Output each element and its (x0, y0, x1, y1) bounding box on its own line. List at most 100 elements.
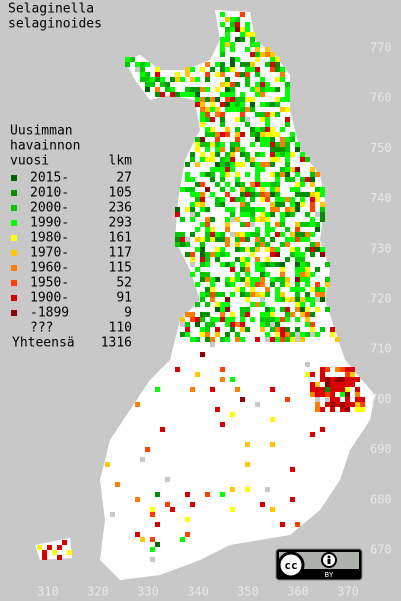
observation-square (145, 62, 150, 67)
observation-square (195, 227, 200, 232)
observation-square (225, 157, 230, 162)
observation-square (300, 237, 305, 242)
observation-square (280, 97, 285, 102)
observation-square (215, 292, 220, 297)
observation-square (200, 312, 205, 317)
observation-square (235, 287, 240, 292)
observation-square (240, 72, 245, 77)
observation-square (265, 212, 270, 217)
observation-square (280, 267, 285, 272)
observation-square (250, 62, 255, 67)
observation-square (220, 37, 225, 42)
observation-square (255, 237, 260, 242)
observation-square (295, 192, 300, 197)
observation-square (220, 232, 225, 237)
observation-square (230, 507, 235, 512)
observation-square (240, 232, 245, 237)
observation-square (320, 212, 325, 217)
legend-swatch (11, 220, 17, 226)
observation-square (205, 142, 210, 147)
observation-square (265, 322, 270, 327)
observation-square (260, 187, 265, 192)
northing-label: 670 (370, 543, 392, 557)
observation-square (290, 332, 295, 337)
observation-square (255, 137, 260, 142)
observation-square (260, 302, 265, 307)
observation-square (215, 107, 220, 112)
observation-square (280, 127, 285, 132)
observation-square (275, 112, 280, 117)
observation-square (295, 187, 300, 192)
observation-square (205, 222, 210, 227)
observation-square (235, 197, 240, 202)
legend-swatch (11, 265, 17, 271)
northing-label: 690 (370, 442, 392, 456)
observation-square (265, 127, 270, 132)
observation-square (180, 537, 185, 542)
observation-square (210, 342, 215, 347)
observation-square (275, 277, 280, 282)
observation-square (260, 167, 265, 172)
observation-square (300, 252, 305, 257)
observation-square (275, 157, 280, 162)
cc-circle (277, 551, 305, 579)
observation-square (225, 82, 230, 87)
observation-square (275, 172, 280, 177)
observation-square (220, 157, 225, 162)
observation-square (220, 82, 225, 87)
observation-square (325, 402, 330, 407)
observation-square (205, 77, 210, 82)
observation-square (220, 252, 225, 257)
observation-square (265, 227, 270, 232)
observation-square (210, 102, 215, 107)
observation-square (200, 252, 205, 257)
observation-square (240, 262, 245, 267)
observation-square (140, 537, 145, 542)
title: selaginoides (8, 17, 102, 32)
observation-square (190, 217, 195, 222)
observation-square (300, 337, 305, 342)
observation-square (245, 32, 250, 37)
observation-square (310, 207, 315, 212)
observation-square (160, 92, 165, 97)
observation-square (190, 157, 195, 162)
observation-square (210, 282, 215, 287)
observation-square (210, 192, 215, 197)
observation-square (190, 192, 195, 197)
observation-square (340, 382, 345, 387)
observation-square (250, 187, 255, 192)
observation-square (255, 257, 260, 262)
observation-square (195, 92, 200, 97)
observation-square (115, 482, 120, 487)
observation-square (255, 42, 260, 47)
observation-square (295, 227, 300, 232)
observation-square (220, 67, 225, 72)
observation-square (240, 307, 245, 312)
observation-square (195, 202, 200, 207)
observation-square (310, 432, 315, 437)
observation-square (275, 62, 280, 67)
observation-square (210, 217, 215, 222)
observation-square (210, 97, 215, 102)
observation-square (185, 322, 190, 327)
observation-square (360, 407, 365, 412)
observation-square (355, 387, 360, 392)
observation-square (275, 337, 280, 342)
observation-square (275, 97, 280, 102)
observation-square (325, 382, 330, 387)
observation-square (350, 377, 355, 382)
observation-square (175, 232, 180, 237)
observation-square (230, 87, 235, 92)
observation-square (235, 232, 240, 237)
observation-square (210, 297, 215, 302)
observation-square (240, 247, 245, 252)
observation-square (305, 272, 310, 277)
observation-square (265, 87, 270, 92)
observation-square (330, 377, 335, 382)
observation-square (210, 167, 215, 172)
observation-square (155, 87, 160, 92)
northing-label: 730 (370, 241, 392, 255)
observation-square (285, 107, 290, 112)
observation-square (255, 127, 260, 132)
